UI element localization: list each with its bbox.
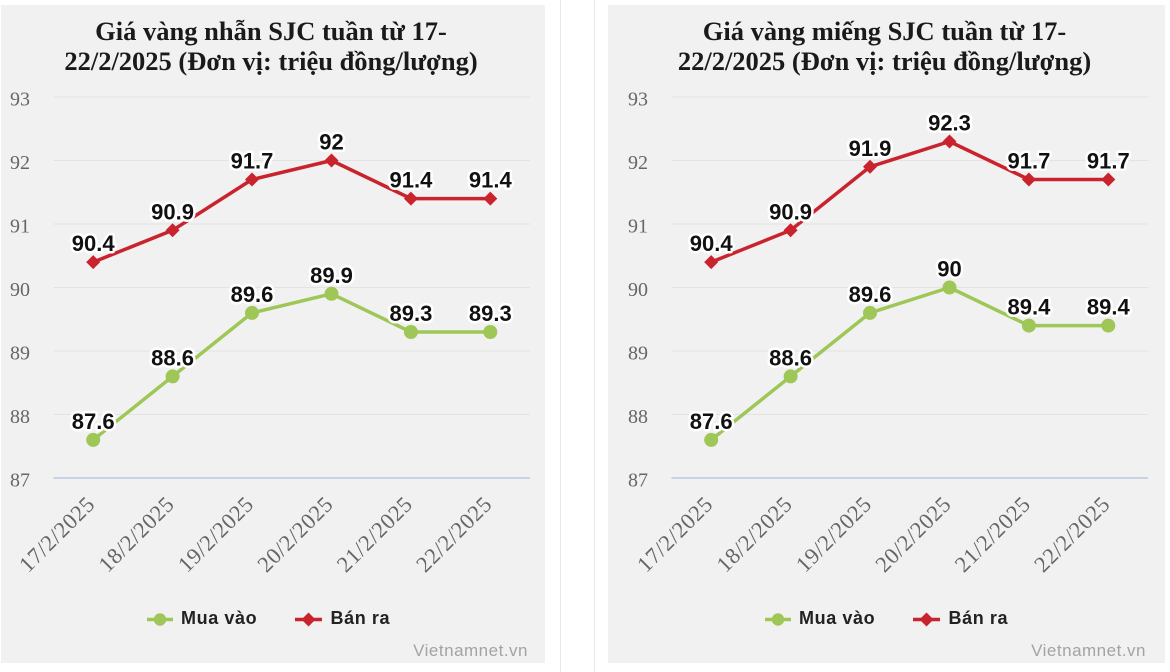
svg-text:88.6: 88.6: [151, 345, 194, 370]
svg-text:90.9: 90.9: [151, 199, 194, 224]
svg-text:89: 89: [10, 343, 30, 365]
svg-text:90: 90: [10, 279, 30, 301]
svg-text:92: 92: [319, 130, 343, 155]
svg-text:91.7: 91.7: [231, 149, 274, 174]
svg-text:91: 91: [10, 216, 30, 238]
svg-text:91.4: 91.4: [389, 168, 433, 193]
svg-text:93: 93: [10, 89, 30, 111]
svg-text:89.3: 89.3: [469, 301, 512, 326]
svg-text:88.6: 88.6: [769, 345, 812, 370]
svg-text:22/2/2025 (Đơn vị: triệu đồng/: 22/2/2025 (Đơn vị: triệu đồng/lượng): [678, 46, 1091, 76]
svg-text:92: 92: [628, 152, 648, 174]
svg-text:Giá vàng nhẫn SJC tuần từ 17-: Giá vàng nhẫn SJC tuần từ 17-: [95, 16, 447, 46]
svg-text:90.4: 90.4: [690, 231, 734, 256]
svg-text:87.6: 87.6: [690, 409, 733, 434]
svg-text:Vietnamnet.vn: Vietnamnet.vn: [413, 641, 528, 660]
svg-text:92.3: 92.3: [928, 111, 971, 136]
svg-text:91: 91: [628, 216, 648, 238]
svg-text:91.7: 91.7: [1007, 149, 1050, 174]
svg-text:92: 92: [10, 152, 30, 174]
svg-text:89: 89: [628, 343, 648, 365]
svg-text:Mua vào: Mua vào: [799, 608, 875, 628]
svg-text:88: 88: [10, 406, 30, 428]
svg-text:89.6: 89.6: [231, 282, 274, 307]
svg-text:22/2/2025 (Đơn vị: triệu đồng/: 22/2/2025 (Đơn vị: triệu đồng/lượng): [64, 46, 477, 76]
svg-text:87.6: 87.6: [72, 409, 115, 434]
svg-text:89.4: 89.4: [1087, 295, 1131, 320]
svg-text:91.9: 91.9: [849, 136, 892, 161]
svg-text:91.7: 91.7: [1087, 149, 1130, 174]
svg-text:88: 88: [628, 406, 648, 428]
svg-text:Giá vàng miếng SJC tuần từ 17-: Giá vàng miếng SJC tuần từ 17-: [703, 16, 1066, 46]
svg-text:90: 90: [937, 257, 961, 282]
svg-text:89.9: 89.9: [310, 263, 353, 288]
svg-text:89.3: 89.3: [389, 301, 432, 326]
svg-text:89.6: 89.6: [849, 282, 892, 307]
svg-text:91.4: 91.4: [469, 168, 513, 193]
svg-text:87: 87: [10, 470, 30, 492]
svg-text:93: 93: [628, 89, 648, 111]
svg-text:87: 87: [628, 470, 648, 492]
svg-text:90.9: 90.9: [769, 199, 812, 224]
svg-text:Mua vào: Mua vào: [181, 608, 257, 628]
svg-text:Bán ra: Bán ra: [331, 608, 391, 628]
svg-text:90.4: 90.4: [72, 231, 116, 256]
svg-text:Vietnamnet.vn: Vietnamnet.vn: [1031, 641, 1146, 660]
svg-text:90: 90: [628, 279, 648, 301]
svg-text:Bán ra: Bán ra: [949, 608, 1009, 628]
svg-text:89.4: 89.4: [1007, 295, 1051, 320]
